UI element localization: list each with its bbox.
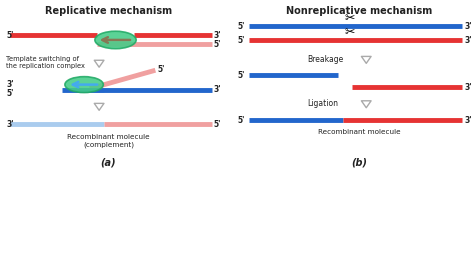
Text: Nonreplicative mechanism: Nonreplicative mechanism — [286, 6, 432, 16]
Text: 3': 3' — [214, 85, 221, 94]
Text: Recombinant molecule: Recombinant molecule — [318, 129, 401, 135]
Text: 3': 3' — [6, 120, 14, 129]
FancyArrowPatch shape — [361, 101, 371, 108]
Text: (complement): (complement) — [83, 141, 134, 148]
Text: Template switching of
the replication complex: Template switching of the replication co… — [6, 56, 85, 69]
Text: 3': 3' — [465, 83, 472, 92]
Text: (b): (b) — [351, 157, 367, 167]
FancyArrowPatch shape — [94, 60, 104, 67]
Text: Ligation: Ligation — [308, 99, 338, 108]
Text: 3': 3' — [6, 80, 14, 89]
Text: 5': 5' — [238, 22, 246, 31]
Text: 3': 3' — [214, 31, 221, 40]
Text: 3': 3' — [465, 22, 472, 31]
Text: ✂: ✂ — [345, 26, 355, 39]
Text: 5': 5' — [6, 31, 14, 40]
Text: 5': 5' — [214, 120, 221, 129]
Text: 3': 3' — [465, 36, 472, 45]
Text: ✂: ✂ — [345, 12, 355, 25]
FancyArrowPatch shape — [361, 57, 371, 63]
Text: Breakage: Breakage — [308, 55, 344, 64]
Text: 3': 3' — [465, 116, 472, 125]
Text: 5': 5' — [6, 89, 14, 98]
Text: Recombinant molecule: Recombinant molecule — [67, 134, 150, 140]
Text: 5': 5' — [238, 36, 246, 45]
Text: 5': 5' — [238, 116, 246, 125]
Ellipse shape — [65, 77, 103, 93]
Text: 5': 5' — [238, 71, 246, 80]
Text: Replicative mechanism: Replicative mechanism — [45, 6, 172, 16]
FancyArrowPatch shape — [94, 103, 104, 110]
Text: (a): (a) — [100, 157, 116, 167]
Ellipse shape — [95, 31, 136, 49]
Text: 5': 5' — [214, 40, 221, 49]
Text: 5': 5' — [158, 65, 165, 74]
